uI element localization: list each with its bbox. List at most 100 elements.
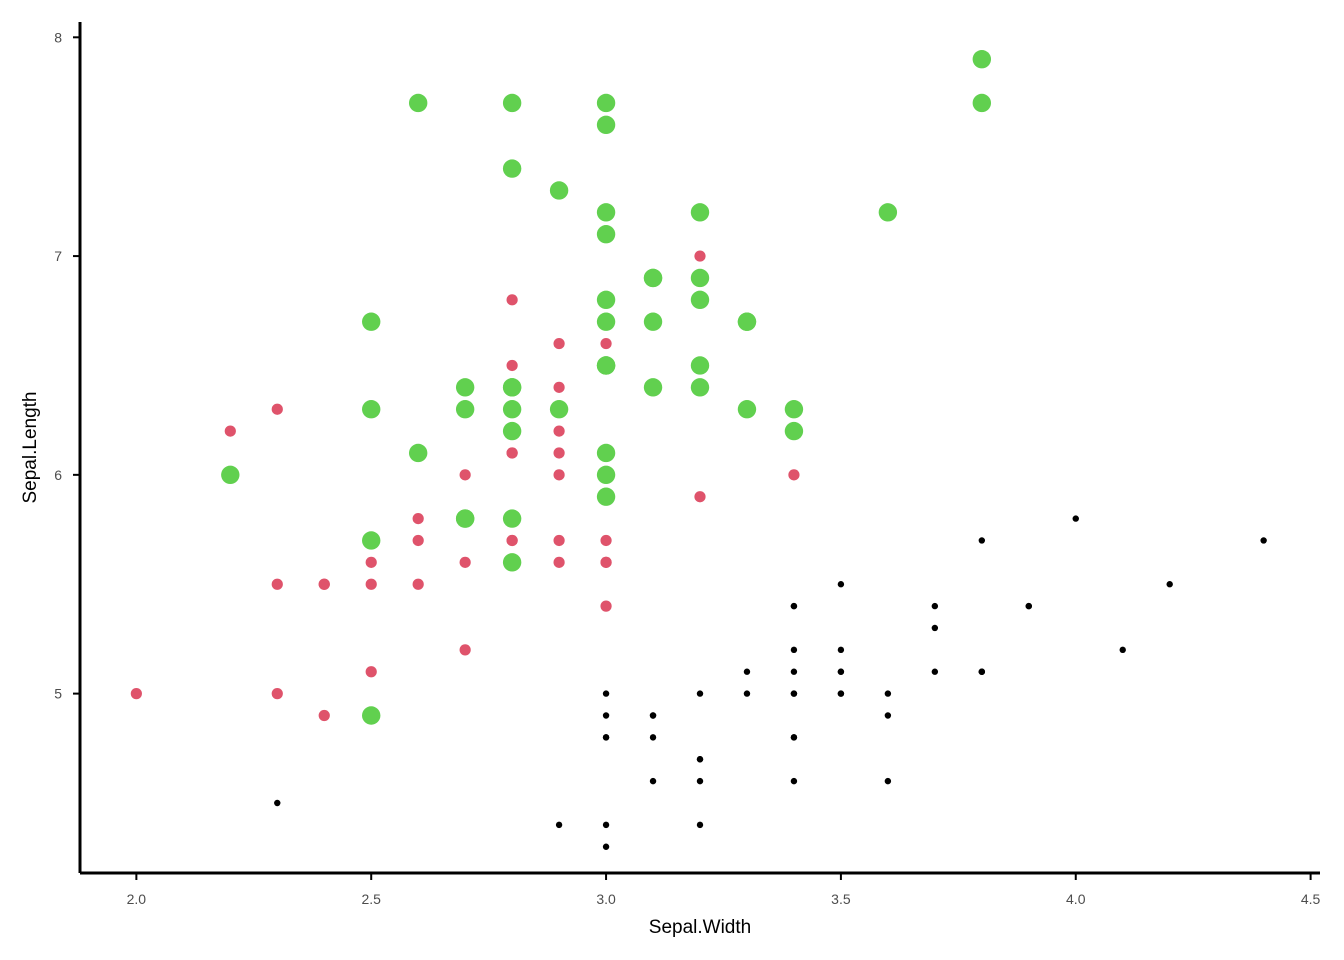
y-tick-label: 7 <box>54 248 62 264</box>
data-point <box>555 821 563 829</box>
data-point <box>596 93 616 113</box>
data-point <box>271 403 283 415</box>
series-group <box>130 250 800 722</box>
data-point <box>931 668 939 675</box>
data-point <box>878 203 898 222</box>
data-point <box>455 378 475 397</box>
data-point <box>978 668 986 675</box>
data-point <box>596 115 616 135</box>
data-point <box>600 534 612 547</box>
data-point <box>790 734 798 741</box>
data-point <box>1025 602 1032 610</box>
x-tick-label: 2.5 <box>361 891 381 907</box>
data-point <box>931 624 939 632</box>
data-point <box>596 225 616 244</box>
data-point <box>506 534 518 547</box>
data-point <box>408 443 428 463</box>
y-tick-label: 5 <box>54 686 62 702</box>
data-point <box>643 378 663 397</box>
data-point <box>978 537 986 544</box>
data-point <box>130 688 142 700</box>
data-point <box>696 777 704 785</box>
data-point <box>455 400 475 419</box>
data-point <box>412 512 424 525</box>
data-point <box>365 578 377 590</box>
data-point <box>972 93 992 113</box>
data-point <box>502 553 522 572</box>
data-point <box>837 581 845 588</box>
data-point <box>600 556 612 568</box>
y-axis-title: Sepal.Length <box>20 392 41 504</box>
data-point <box>408 93 428 113</box>
data-point <box>784 421 804 441</box>
data-point <box>362 531 381 550</box>
data-point <box>502 378 522 397</box>
data-point <box>506 294 518 306</box>
data-point <box>318 578 330 590</box>
series-group <box>221 49 992 725</box>
x-tick-label: 4.0 <box>1066 891 1086 907</box>
data-point <box>271 578 283 590</box>
points-layer <box>130 49 1267 850</box>
data-point <box>318 709 330 722</box>
data-point <box>737 400 757 419</box>
data-point <box>502 93 522 113</box>
data-point <box>790 668 798 675</box>
data-point <box>649 712 657 719</box>
data-point <box>271 688 283 700</box>
data-point <box>790 690 798 697</box>
data-point <box>596 465 616 485</box>
data-point <box>362 400 381 419</box>
data-point <box>502 421 522 441</box>
data-point <box>549 181 569 200</box>
x-tick-label: 3.0 <box>596 891 616 907</box>
data-point <box>696 756 704 763</box>
data-point <box>365 556 377 568</box>
data-point <box>596 356 616 375</box>
data-point <box>506 359 518 372</box>
data-point <box>737 312 757 331</box>
data-point <box>553 534 565 547</box>
data-point <box>931 602 939 610</box>
data-point <box>412 578 424 590</box>
data-point <box>649 734 657 741</box>
data-point <box>690 290 710 310</box>
data-point <box>362 706 381 725</box>
data-point <box>788 469 800 481</box>
x-axis-title: Sepal.Width <box>649 917 751 938</box>
data-point <box>274 799 281 807</box>
data-point <box>743 690 751 697</box>
data-point <box>459 556 471 568</box>
data-point <box>506 447 518 459</box>
data-point <box>596 312 616 331</box>
data-point <box>837 668 845 675</box>
data-point <box>696 821 704 829</box>
data-point <box>602 690 610 697</box>
data-point <box>602 843 610 850</box>
data-point <box>596 203 616 222</box>
data-point <box>553 381 565 393</box>
data-point <box>972 49 992 69</box>
data-point <box>362 312 381 331</box>
x-axis-ticks: 2.0 2.5 3.0 3.5 4.0 4.5 <box>127 873 1321 907</box>
data-point <box>884 712 892 719</box>
data-point <box>502 400 522 419</box>
data-point <box>455 509 475 528</box>
x-tick-label: 3.5 <box>831 891 851 907</box>
data-point <box>1166 581 1173 588</box>
data-point <box>784 400 804 419</box>
data-point <box>690 203 710 222</box>
data-point <box>694 491 706 503</box>
x-tick-label: 4.5 <box>1301 891 1321 907</box>
data-point <box>553 469 565 481</box>
y-tick-label: 8 <box>54 29 62 45</box>
data-point <box>690 378 710 397</box>
data-point <box>1260 537 1267 544</box>
y-tick-label: 6 <box>54 467 62 483</box>
data-point <box>459 644 471 656</box>
data-point <box>696 690 704 697</box>
data-point <box>600 337 612 350</box>
data-point <box>365 666 377 678</box>
